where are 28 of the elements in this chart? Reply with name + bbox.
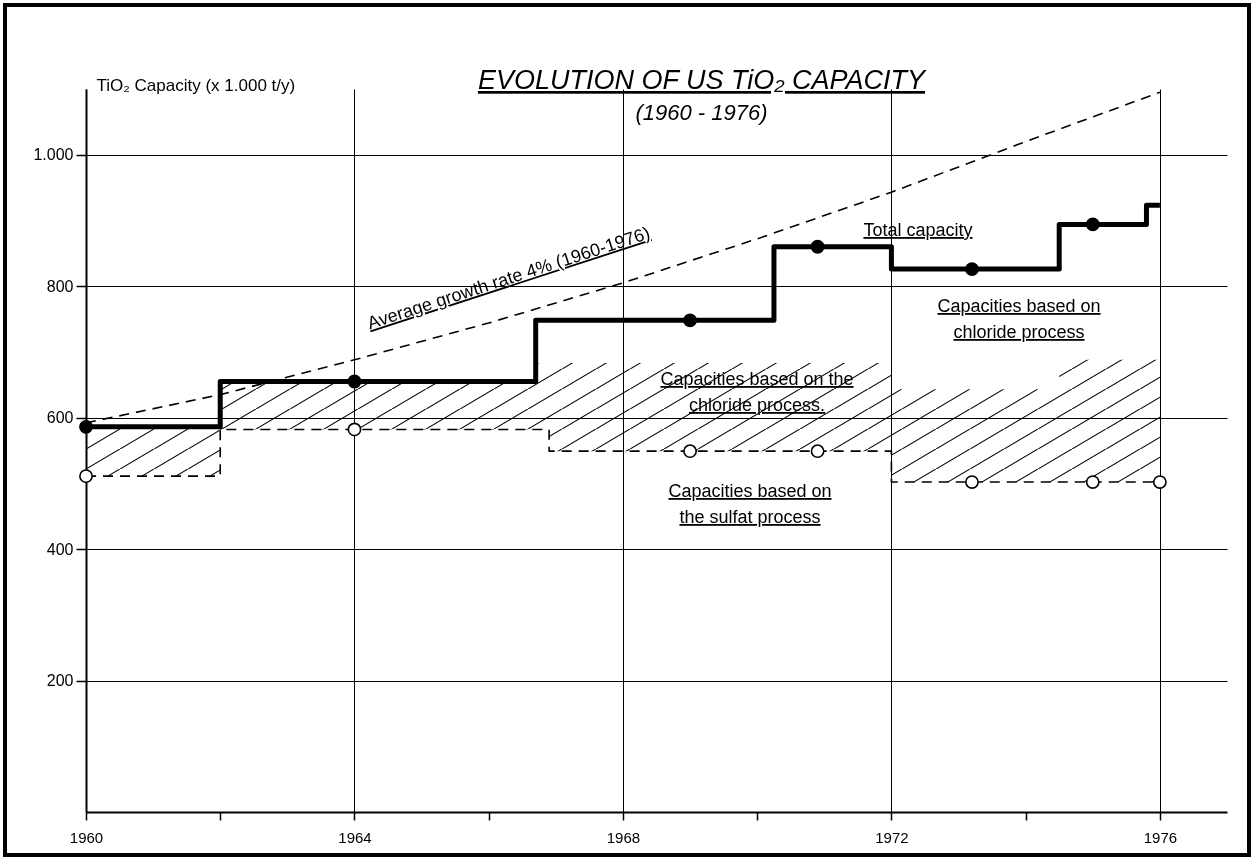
point (79, 469, 93, 484)
point (965, 475, 979, 489)
point (347, 422, 362, 437)
point (1085, 217, 1100, 232)
y-tick-label: 200 (46, 672, 74, 690)
y-tick-label: 600 (46, 409, 74, 427)
point (1152, 475, 1167, 489)
y-tick-label: 800 (46, 277, 74, 295)
y-tick-label: 1.000 (33, 146, 74, 164)
chart-title: EVOLUTION OF US TiO₂ CAPACITY (477, 65, 928, 95)
point (810, 444, 825, 459)
annotation: Capacities based on chloride process (937, 296, 1101, 342)
y-axis-title: TiO₂ Capacity (x 1.000 t/y) (96, 75, 296, 95)
point (683, 444, 697, 459)
x-tick-label: 1972 (875, 828, 909, 846)
x-tick-label: 1976 (1143, 828, 1178, 846)
text: (1960 - 1976) (635, 100, 768, 125)
x-tick-label: 1964 (338, 828, 372, 846)
point (1085, 475, 1100, 489)
point (79, 419, 93, 434)
point (683, 313, 697, 328)
x-tick-label: 1968 (606, 828, 641, 846)
x-tick-label: 1960 (69, 828, 104, 846)
point (347, 374, 362, 389)
annotation: Capacities based on the sulfat process (668, 481, 832, 527)
y-tick-label: 400 (46, 540, 74, 558)
point (965, 262, 979, 276)
point (810, 239, 825, 254)
